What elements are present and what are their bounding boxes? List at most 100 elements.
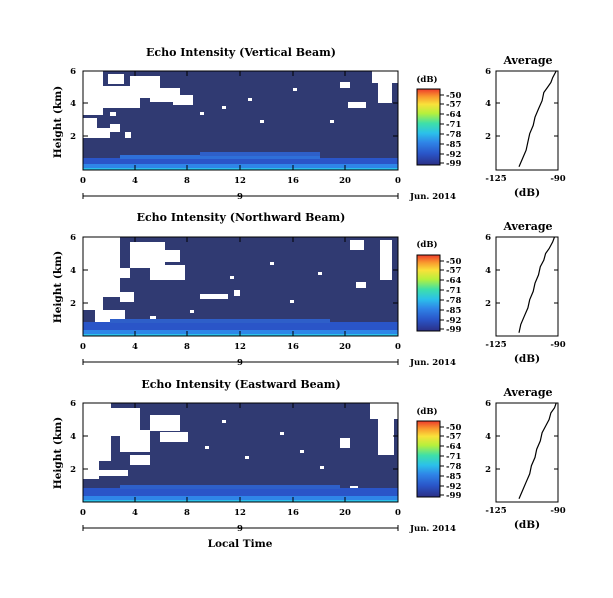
y-tick-label: 2: [70, 132, 76, 142]
x-tick-label: 0: [80, 342, 86, 352]
colorbar-unit: (dB): [416, 406, 437, 417]
x-tick-label: 16: [287, 176, 299, 186]
y-axis-label: Height (km): [52, 251, 64, 323]
x-tick-label: 0: [80, 508, 86, 518]
x-tick-label: 20: [339, 176, 351, 186]
profile-y-tick: 2: [485, 132, 491, 142]
colorbar-tick: -71: [446, 120, 461, 130]
chart-title: Echo Intensity (Northward Beam): [137, 211, 346, 224]
missing-data-region: [83, 403, 398, 491]
colorbar-tick: -85: [446, 306, 461, 316]
profile-title: Average: [502, 220, 552, 233]
profile-y-tick: 6: [485, 399, 491, 409]
x-tick-label: 8: [184, 176, 190, 186]
colorbar-tick: -57: [446, 100, 461, 110]
chart-title: Echo Intensity (Eastward Beam): [141, 378, 340, 391]
y-tick-label: 6: [70, 399, 76, 409]
colorbar-tick: -99: [446, 325, 461, 335]
x-axis-ticks: [83, 71, 398, 170]
profile-y-tick: 2: [485, 299, 491, 309]
colorbar-unit: (dB): [416, 239, 437, 250]
x-tick-label: 16: [287, 342, 299, 352]
y-tick-label: 2: [70, 465, 76, 475]
x-tick-labels: 0 4 8 12 16 20 0: [80, 176, 401, 186]
colorbar: (dB) -50 -57 -64 -71 -78 -85 -92 -99: [416, 406, 461, 501]
colorbar-tick: -71: [446, 286, 461, 296]
date-axis: 9 Jun. 2014: [82, 358, 456, 368]
profile-y-tick: 2: [485, 465, 491, 475]
y-tick-label: 2: [70, 299, 76, 309]
average-profile: Average 6 4 2 -125 -90 (dB): [485, 220, 566, 365]
missing-data-region: [83, 237, 392, 324]
profile-y-tick: 6: [485, 67, 491, 77]
y-tick-label: 6: [70, 233, 76, 243]
colorbar-tick: -85: [446, 140, 461, 150]
echo-heatmap: [82, 236, 399, 337]
x-tick-label: 12: [234, 508, 246, 518]
x-tick-labels: 0 4 8 12 16 20 0: [80, 508, 401, 518]
colorbar-tick: -64: [446, 276, 461, 286]
colorbar-tick: -85: [446, 472, 461, 482]
x-tick-label: 16: [287, 508, 299, 518]
profile-x-label: (dB): [514, 187, 540, 199]
profile-x-label: (dB): [514, 353, 540, 365]
date-marker: 9: [237, 192, 243, 202]
date-marker: 9: [237, 358, 243, 368]
y-tick-label: 4: [70, 266, 76, 276]
colorbar-tick: -64: [446, 442, 461, 452]
panel-eastward-beam: Echo Intensity (Eastward Beam) Height (k…: [52, 378, 566, 550]
date-label: Jun. 2014: [409, 358, 456, 368]
date-label: Jun. 2014: [409, 524, 456, 534]
x-tick-labels: 0 4 8 12 16 20 0: [80, 342, 401, 352]
profile-x-label: (dB): [514, 519, 540, 531]
colorbar-tick: -99: [446, 159, 461, 169]
x-tick-label: 0: [80, 176, 86, 186]
profile-y-tick: 4: [485, 99, 491, 109]
profile-title: Average: [502, 54, 552, 67]
x-tick-label: 0: [395, 342, 401, 352]
y-tick-labels: 6 4 2: [70, 233, 76, 309]
profile-line: [518, 236, 556, 333]
x-tick-label: 12: [234, 342, 246, 352]
date-axis: 9 Jun. 2014 Local Time: [82, 524, 456, 550]
profile-title: Average: [502, 386, 552, 399]
y-tick-labels: 6 4 2: [70, 399, 76, 475]
y-axis-label: Height (km): [52, 86, 64, 158]
chart-title: Echo Intensity (Vertical Beam): [146, 46, 336, 59]
x-tick-label: 8: [184, 342, 190, 352]
colorbar-tick: -64: [446, 110, 461, 120]
x-axis-ticks: [83, 403, 398, 502]
colorbar-tick: -99: [446, 491, 461, 501]
average-profile: Average 6 4 2 -125 -90 (dB): [485, 386, 566, 531]
colorbar-unit: (dB): [416, 74, 437, 85]
x-tick-label: 4: [132, 508, 138, 518]
date-label: Jun. 2014: [409, 192, 456, 202]
colorbar-tick: -78: [446, 462, 461, 472]
colorbar-tick: -57: [446, 266, 461, 276]
x-tick-label: 0: [395, 176, 401, 186]
echo-heatmap: [82, 70, 399, 171]
colorbar-tick: -78: [446, 296, 461, 306]
echo-heatmap: [82, 402, 399, 503]
profile-y-tick: 4: [485, 432, 491, 442]
colorbar-tick: -50: [446, 91, 461, 101]
colorbar-tick: -92: [446, 482, 461, 492]
colorbar-tick: -78: [446, 130, 461, 140]
colorbar-tick: -92: [446, 316, 461, 326]
panel-vertical-beam: Echo Intensity (Vertical Beam) Height (k…: [52, 46, 566, 202]
colorbar-tick: -50: [446, 257, 461, 267]
colorbar: (dB) -50 -57 -64 -71 -78 -85 -92 -99: [416, 239, 461, 335]
colorbar-tick: -92: [446, 150, 461, 160]
x-tick-label: 8: [184, 508, 190, 518]
profile-line: [518, 70, 557, 167]
profile-y-tick: 4: [485, 266, 491, 276]
missing-data-region: [83, 71, 398, 138]
colorbar: (dB) -50 -57 -64 -71 -78 -85 -92 -99: [416, 74, 461, 169]
profile-x-tick: -125: [485, 174, 506, 184]
x-tick-label: 20: [339, 342, 351, 352]
colorbar-tick: -50: [446, 423, 461, 433]
colorbar-tick: -57: [446, 432, 461, 442]
profile-x-tick: -90: [550, 506, 565, 516]
x-axis-ticks: [83, 237, 398, 336]
profile-x-tick: -90: [550, 340, 565, 350]
